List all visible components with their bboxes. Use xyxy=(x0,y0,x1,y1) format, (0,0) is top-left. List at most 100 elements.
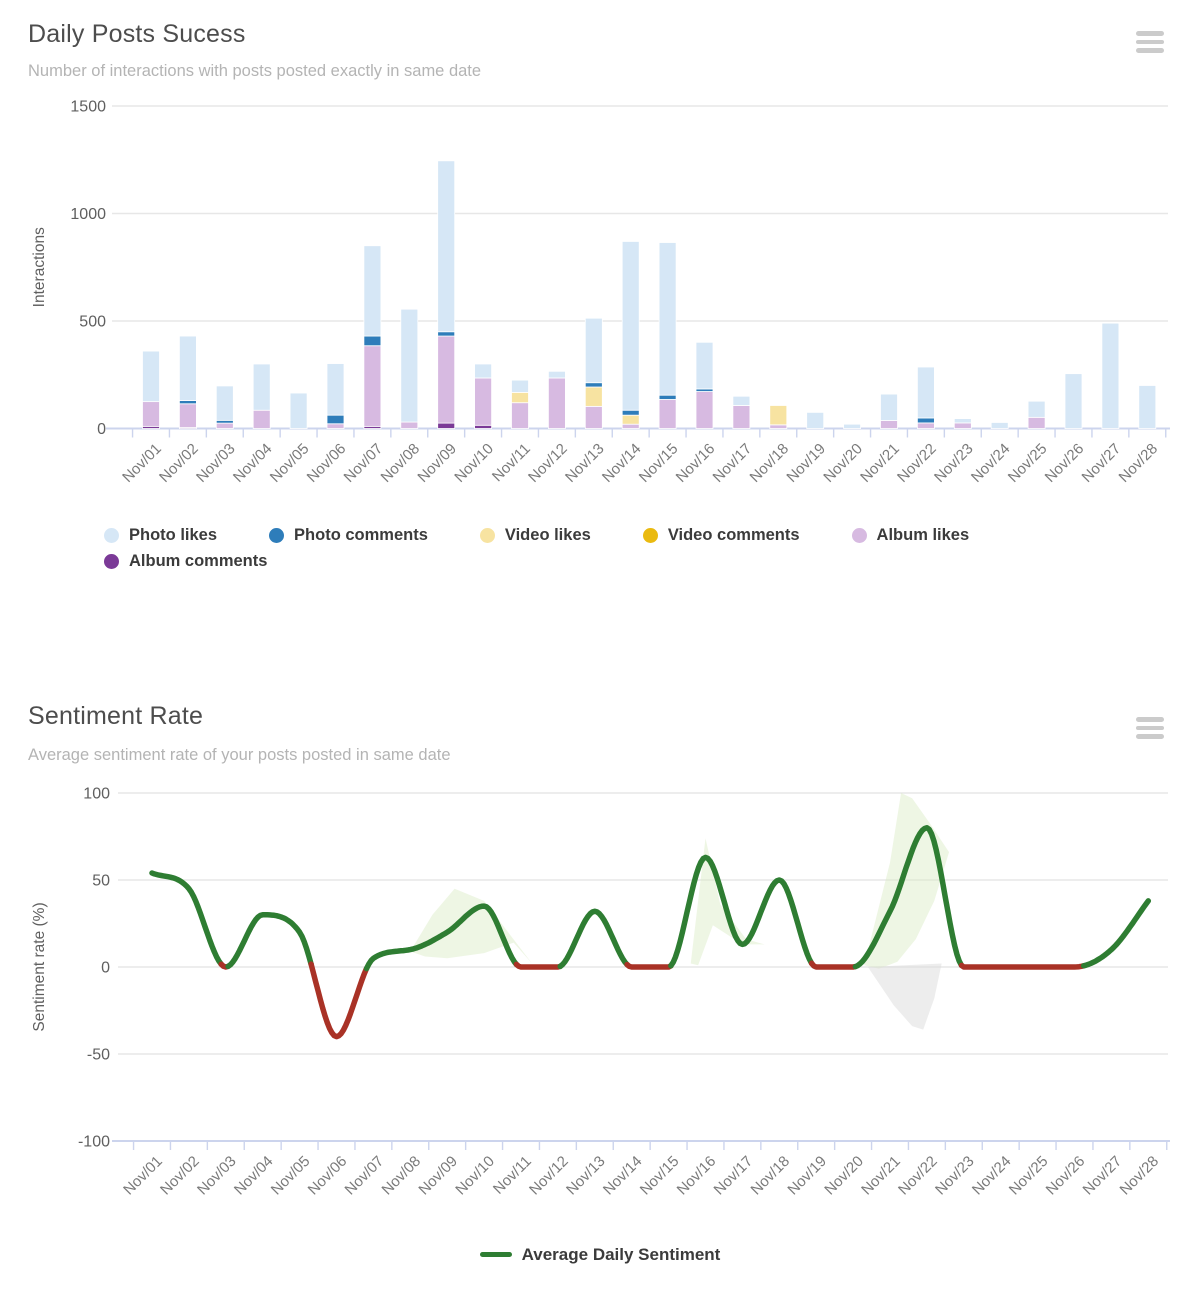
bar-segment-photo-likes[interactable] xyxy=(326,363,345,416)
bar-segment-album-likes[interactable] xyxy=(252,409,271,429)
bar-segment-album-likes[interactable] xyxy=(917,422,935,429)
sentiment-chart-menu-icon[interactable] xyxy=(1136,717,1164,739)
bar-segment-album-likes[interactable] xyxy=(732,405,751,429)
bar-segment-photo-comments[interactable] xyxy=(437,331,456,337)
bar-segment-photo-likes[interactable] xyxy=(548,370,566,379)
bar-segment-photo-likes[interactable] xyxy=(1138,385,1157,429)
bar-segment-album-likes[interactable] xyxy=(953,422,972,429)
x-tick-label: Nov/09 xyxy=(414,440,460,486)
bar-segment-photo-comments[interactable] xyxy=(363,335,382,347)
bar-segment-album-likes[interactable] xyxy=(880,420,898,429)
bar-segment-photo-likes[interactable] xyxy=(289,392,308,429)
bar-segment-photo-comments[interactable] xyxy=(658,394,677,400)
menu-bar xyxy=(1136,734,1164,739)
sentiment-line[interactable] xyxy=(1080,898,1152,969)
legend-item-video-likes[interactable]: Video likes xyxy=(479,524,591,547)
bar-segment-photo-likes[interactable] xyxy=(511,379,529,393)
bar-segment-video-likes[interactable] xyxy=(511,391,529,404)
bar-segment-photo-comments[interactable] xyxy=(621,409,640,416)
bar-segment-album-likes[interactable] xyxy=(178,403,197,428)
bar-segment-album-likes[interactable] xyxy=(584,405,603,429)
bar-segment-photo-likes[interactable] xyxy=(732,395,751,406)
sentiment-line[interactable] xyxy=(958,962,1087,970)
legend-item-video-comments[interactable]: Video comments xyxy=(642,524,800,547)
bar-segment-photo-comments[interactable] xyxy=(917,417,935,424)
bar-segment-photo-likes[interactable] xyxy=(142,350,160,403)
sentiment-line[interactable] xyxy=(808,960,859,970)
sentiment-line[interactable] xyxy=(149,870,224,967)
bar-segment-photo-likes[interactable] xyxy=(437,160,456,333)
bar-segment-video-likes[interactable] xyxy=(621,414,640,425)
bar-segment-photo-likes[interactable] xyxy=(695,341,714,390)
bar-segment-album-likes[interactable] xyxy=(769,424,788,429)
bar-segment-album-likes[interactable] xyxy=(474,377,493,426)
bar-segment-album-likes[interactable] xyxy=(548,377,566,429)
sentiment-line[interactable] xyxy=(624,961,674,970)
legend-item-photo-comments[interactable]: Photo comments xyxy=(269,524,428,547)
x-tick-label: Nov/23 xyxy=(931,440,977,486)
bar-segment-album-likes[interactable] xyxy=(1027,416,1046,429)
bar-segment-album-likes[interactable] xyxy=(511,402,529,429)
posts-chart-menu-icon[interactable] xyxy=(1136,31,1164,53)
legend-item-album-comments[interactable]: Album comments xyxy=(104,550,267,573)
bar-segment-photo-comments[interactable] xyxy=(326,414,345,425)
bar-segment-album-likes[interactable] xyxy=(695,391,714,429)
x-tick-label: Nov/18 xyxy=(747,1153,793,1199)
bar-segment-photo-likes[interactable] xyxy=(843,423,861,429)
bar-segment-album-likes[interactable] xyxy=(363,345,382,427)
bar-segment-photo-likes[interactable] xyxy=(215,385,234,421)
bar-segment-photo-likes[interactable] xyxy=(1064,373,1083,429)
x-tick-label: Nov/16 xyxy=(674,1153,720,1199)
bar-segment-photo-likes[interactable] xyxy=(658,242,677,396)
bar-segment-photo-likes[interactable] xyxy=(178,335,197,401)
legend-swatch-icon xyxy=(104,528,119,543)
bar-segment-album-likes[interactable] xyxy=(400,421,419,429)
legend-item-photo-likes[interactable]: Photo likes xyxy=(104,524,217,547)
x-tick-label: Nov/09 xyxy=(415,1153,461,1199)
bar-segment-photo-likes[interactable] xyxy=(621,241,640,411)
bar-segment-photo-likes[interactable] xyxy=(1027,400,1046,418)
bar-segment-album-comments[interactable] xyxy=(474,424,493,429)
bar-segment-photo-likes[interactable] xyxy=(400,308,419,423)
x-tick-label: Nov/01 xyxy=(120,1153,166,1199)
legend-swatch-icon xyxy=(642,528,658,543)
x-tick-label: Nov/03 xyxy=(194,1153,240,1199)
x-tick-label: Nov/16 xyxy=(673,440,719,486)
bar-segment-video-likes[interactable] xyxy=(769,405,788,426)
sentiment-line[interactable] xyxy=(852,825,965,970)
bar-segment-photo-likes[interactable] xyxy=(917,366,935,419)
sentiment-line[interactable] xyxy=(225,912,314,970)
bar-segment-photo-comments[interactable] xyxy=(215,419,234,424)
bar-segment-video-likes[interactable] xyxy=(584,386,603,407)
bar-segment-photo-likes[interactable] xyxy=(990,422,1009,429)
bar-segment-album-likes[interactable] xyxy=(142,401,160,427)
sentiment-line[interactable] xyxy=(363,903,520,972)
legend-label: Video comments xyxy=(667,526,800,544)
bar-segment-album-likes[interactable] xyxy=(437,335,456,424)
bar-segment-photo-likes[interactable] xyxy=(363,245,382,337)
sentiment-line[interactable] xyxy=(668,854,815,969)
bar-segment-photo-comments[interactable] xyxy=(584,382,603,388)
bar-segment-album-likes[interactable] xyxy=(621,423,640,429)
bar-segment-photo-likes[interactable] xyxy=(1101,322,1120,429)
bar-segment-photo-likes[interactable] xyxy=(584,317,603,384)
bar-segment-photo-comments[interactable] xyxy=(178,400,197,405)
bar-segment-photo-likes[interactable] xyxy=(806,411,825,429)
bar-segment-photo-likes[interactable] xyxy=(880,393,898,421)
bar-segment-photo-likes[interactable] xyxy=(252,363,271,411)
x-tick-label: Nov/21 xyxy=(858,1153,904,1199)
bar-segment-album-likes[interactable] xyxy=(658,399,677,429)
sentiment-line[interactable] xyxy=(557,908,630,970)
sentiment-line[interactable] xyxy=(308,961,370,1040)
x-tick-label: Nov/12 xyxy=(525,440,571,486)
legend-item-average-daily-sentiment[interactable]: Average Daily Sentiment xyxy=(479,1243,720,1266)
bar-segment-photo-likes[interactable] xyxy=(474,363,493,379)
sentiment-line[interactable] xyxy=(513,961,563,970)
bar-segment-photo-likes[interactable] xyxy=(953,418,972,424)
bar-segment-album-comments[interactable] xyxy=(437,422,456,429)
bar-segment-album-likes[interactable] xyxy=(215,422,234,429)
x-tick-label: Nov/24 xyxy=(968,440,1014,486)
legend-item-album-likes[interactable]: Album likes xyxy=(851,524,969,547)
bar-segment-album-likes[interactable] xyxy=(326,423,345,429)
x-tick-label: Nov/27 xyxy=(1080,1153,1126,1199)
